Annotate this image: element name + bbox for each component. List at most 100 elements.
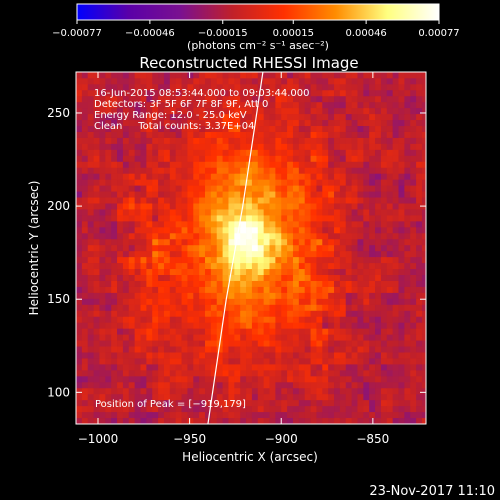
- heatmap-cell: [416, 286, 423, 293]
- heatmap-cell: [193, 399, 200, 407]
- heatmap-cell: [105, 417, 112, 424]
- heatmap-cell: [187, 304, 194, 311]
- heatmap-cell: [117, 417, 124, 424]
- heatmap-cell: [380, 250, 388, 258]
- heatmap-cell: [363, 274, 370, 281]
- heatmap-cell: [369, 352, 376, 359]
- heatmap-cell: [228, 191, 235, 198]
- heatmap-cell: [199, 77, 206, 85]
- heatmap-cell: [216, 328, 223, 335]
- heatmap-cell: [216, 83, 223, 91]
- heatmap-cell: [99, 155, 106, 162]
- heatmap-cell: [246, 268, 253, 276]
- heatmap-cell: [257, 375, 265, 383]
- heatmap-cell: [152, 387, 159, 395]
- heatmap-cell: [375, 250, 382, 258]
- heatmap-cell: [228, 274, 235, 281]
- heatmap-cell: [205, 173, 212, 180]
- heatmap-cell: [316, 77, 323, 85]
- heatmap-cell: [351, 197, 358, 204]
- heatmap-cell: [228, 280, 235, 287]
- heatmap-cell: [117, 280, 124, 287]
- heatmap-cell: [275, 89, 282, 97]
- heatmap-cell: [328, 328, 335, 335]
- heatmap-cell: [392, 381, 399, 389]
- heatmap-cell: [304, 191, 311, 198]
- heatmap-cell: [193, 167, 200, 174]
- heatmap-cell: [222, 274, 229, 281]
- heatmap-cell: [392, 393, 399, 401]
- heatmap-cell: [416, 364, 423, 371]
- heatmap-cell: [111, 232, 118, 240]
- heatmap-cell: [298, 364, 306, 371]
- heatmap-cell: [251, 399, 259, 407]
- heatmap-cell: [416, 405, 423, 413]
- heatmap-cell: [205, 119, 212, 127]
- heatmap-cell: [357, 250, 364, 258]
- heatmap-cell: [281, 161, 288, 168]
- heatmap-cell: [134, 215, 141, 222]
- heatmap-cell: [316, 107, 323, 115]
- heatmap-cell: [351, 328, 358, 335]
- heatmap-cell: [222, 310, 229, 317]
- heatmap-cell: [334, 256, 341, 264]
- heatmap-cell: [269, 322, 276, 329]
- heatmap-cell: [292, 417, 300, 424]
- heatmap-cell: [128, 405, 136, 413]
- heatmap-cell: [199, 226, 206, 234]
- heatmap-cell: [398, 274, 405, 281]
- heatmap-cell: [334, 238, 341, 246]
- heatmap-cell: [175, 292, 182, 299]
- heatmap-cell: [193, 352, 200, 359]
- heatmap-cell: [140, 149, 147, 156]
- heatmap-cell: [386, 131, 394, 138]
- heatmap-cell: [187, 316, 194, 323]
- heatmap-cell: [334, 155, 341, 162]
- heatmap-cell: [357, 405, 364, 413]
- heatmap-cell: [216, 149, 223, 156]
- heatmap-cell: [410, 340, 417, 347]
- heatmap-cell: [410, 352, 417, 359]
- heatmap-cell: [99, 352, 106, 359]
- heatmap-cell: [392, 310, 399, 317]
- heatmap-cell: [392, 125, 399, 132]
- heatmap-cell: [269, 274, 276, 281]
- heatmap-cell: [240, 417, 247, 424]
- heatmap-cell: [275, 268, 282, 276]
- heatmap-cell: [152, 244, 159, 252]
- heatmap-cell: [117, 226, 124, 234]
- heatmap-cell: [251, 83, 259, 91]
- heatmap-cell: [334, 185, 341, 192]
- heatmap-cell: [187, 310, 194, 317]
- heatmap-cell: [421, 155, 426, 162]
- heatmap-cell: [398, 161, 405, 168]
- heatmap-cell: [158, 274, 165, 281]
- heatmap-cell: [163, 137, 171, 144]
- heatmap-cell: [298, 346, 306, 353]
- heatmap-cell: [181, 131, 188, 138]
- heatmap-cell: [398, 220, 405, 228]
- heatmap-cell: [310, 369, 317, 377]
- heatmap-cell: [292, 316, 300, 323]
- heatmap-cell: [322, 352, 329, 359]
- heatmap-cell: [222, 286, 229, 293]
- heatmap-cell: [93, 185, 100, 192]
- heatmap-cell: [386, 161, 394, 168]
- heatmap-cell: [240, 411, 247, 419]
- heatmap-cell: [128, 220, 136, 228]
- heatmap-cell: [81, 215, 89, 222]
- heatmap-cell: [251, 364, 259, 371]
- heatmap-cell: [398, 191, 405, 198]
- heatmap-cell: [310, 244, 317, 252]
- heatmap-cell: [181, 358, 188, 365]
- heatmap-cell: [158, 399, 165, 407]
- heatmap-cell: [421, 167, 426, 174]
- heatmap-cell: [134, 417, 141, 424]
- heatmap-cell: [386, 334, 394, 341]
- heatmap-cell: [287, 95, 294, 103]
- heatmap-cell: [310, 411, 317, 419]
- heatmap-cell: [404, 155, 411, 162]
- heatmap-cell: [386, 244, 394, 252]
- heatmap-cell: [134, 119, 141, 127]
- heatmap-cell: [281, 393, 288, 401]
